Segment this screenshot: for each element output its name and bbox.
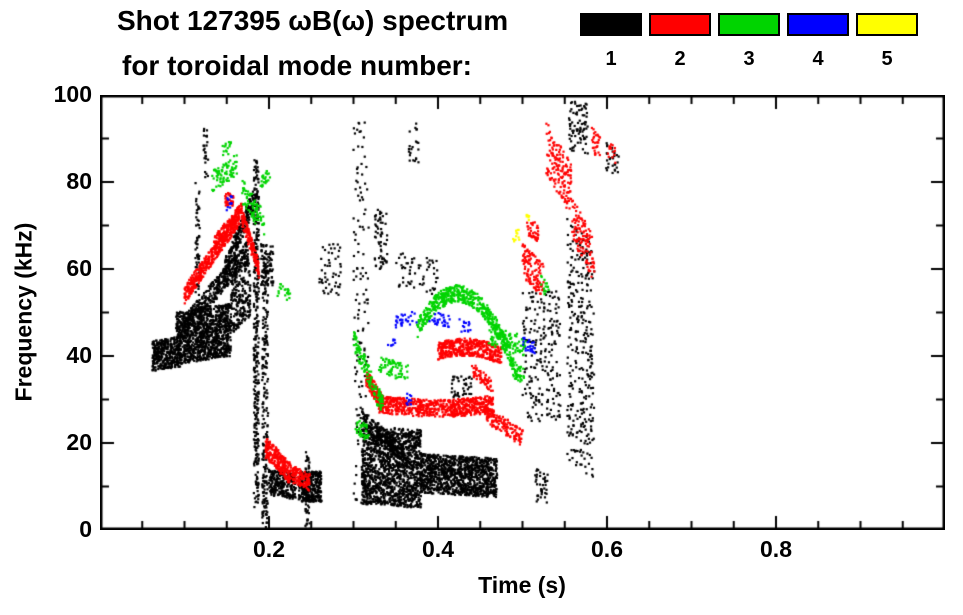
legend-swatch-4: [787, 13, 849, 36]
mode-legend: 1 2 3 4 5: [580, 13, 918, 71]
x-tick-label: 0.8: [760, 536, 792, 562]
legend-mode-3: 3: [718, 13, 780, 71]
legend-label-4: 4: [812, 48, 824, 70]
spectrogram-canvas: [100, 95, 945, 530]
legend-mode-2: 2: [649, 13, 711, 71]
legend-mode-5: 5: [856, 13, 918, 71]
x-tick-label: 0.4: [422, 536, 454, 562]
y-tick-label: 60: [66, 255, 92, 281]
x-tick-label: 0.6: [591, 536, 623, 562]
legend-label-1: 1: [605, 48, 617, 70]
legend-swatch-1: [580, 13, 642, 36]
legend-mode-4: 4: [787, 13, 849, 71]
legend-mode-1: 1: [580, 13, 642, 71]
legend-swatch-5: [856, 13, 918, 36]
y-tick-label: 100: [53, 81, 92, 107]
legend-swatch-2: [649, 13, 711, 36]
y-axis-label: Frequency (kHz): [10, 222, 37, 402]
x-tick-label: 0.2: [253, 536, 285, 562]
legend-swatch-3: [718, 13, 780, 36]
y-tick-label: 80: [66, 168, 92, 194]
legend-label-5: 5: [881, 48, 893, 70]
x-axis-label: Time (s): [478, 572, 566, 598]
figure-subtitle: for toroidal mode number:: [122, 50, 472, 81]
legend-label-3: 3: [743, 48, 755, 70]
figure-title: Shot 127395 ωB(ω) spectrum: [117, 5, 509, 36]
y-tick-label: 40: [66, 342, 92, 368]
y-tick-label: 20: [66, 429, 92, 455]
legend-label-2: 2: [674, 48, 686, 70]
y-tick-label: 0: [79, 516, 92, 542]
